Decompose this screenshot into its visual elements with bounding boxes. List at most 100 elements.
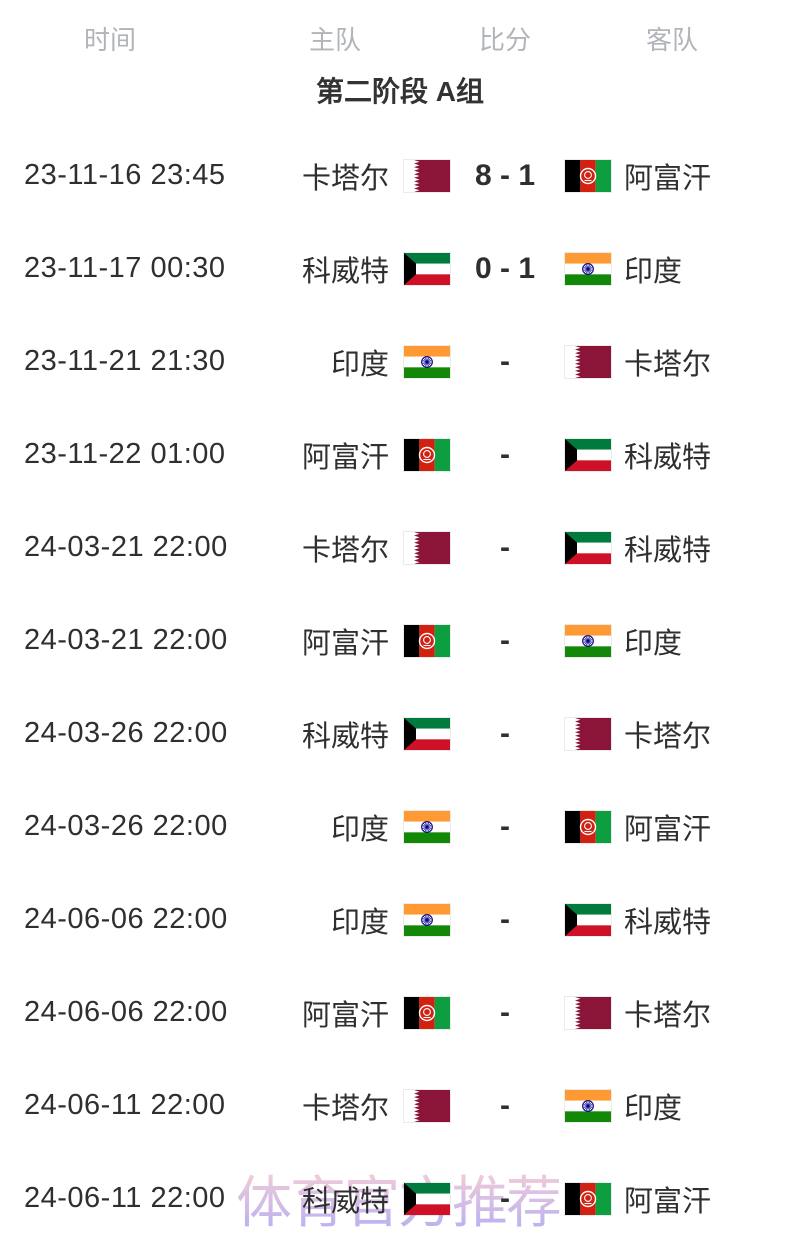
match-row[interactable]: 24-06-06 22:00 印度 - 科威特 xyxy=(0,873,800,966)
match-list: 23-11-16 23:45 卡塔尔 8 - 1 阿富汗 23-11-17 00… xyxy=(0,129,800,1233)
table-header: 时间 主队 比分 客队 xyxy=(0,20,800,56)
kuwait-flag-icon xyxy=(404,717,450,750)
match-row[interactable]: 24-06-06 22:00 阿富汗 - 卡塔尔 xyxy=(0,966,800,1059)
kuwait-flag-icon xyxy=(565,531,611,564)
home-team-name: 阿富汗 xyxy=(301,627,389,660)
away-team: 科威特 xyxy=(560,527,800,569)
home-team-name: 卡塔尔 xyxy=(301,162,389,195)
column-header-away: 客队 xyxy=(645,24,698,55)
away-team: 印度 xyxy=(560,620,800,662)
home-team-name: 阿富汗 xyxy=(301,441,389,474)
match-row[interactable]: 23-11-21 21:30 印度 - 卡塔尔 xyxy=(0,315,800,408)
home-team: 卡塔尔 xyxy=(220,527,450,569)
home-team: 卡塔尔 xyxy=(220,1085,450,1127)
india-flag-icon xyxy=(404,810,450,843)
qatar-flag-icon xyxy=(404,159,450,192)
qatar-flag-icon xyxy=(404,531,450,564)
match-time: 24-06-06 22:00 xyxy=(24,903,228,935)
away-team: 科威特 xyxy=(560,899,800,941)
away-team-name: 卡塔尔 xyxy=(624,999,712,1032)
match-time: 23-11-17 00:30 xyxy=(24,252,226,284)
match-score: - xyxy=(500,1181,510,1215)
kuwait-flag-icon xyxy=(565,903,611,936)
home-team: 科威特 xyxy=(220,248,450,290)
home-team-name: 卡塔尔 xyxy=(301,1092,389,1125)
match-score: - xyxy=(500,809,510,843)
match-row[interactable]: 24-03-21 22:00 阿富汗 - 印度 xyxy=(0,594,800,687)
column-header-time: 时间 xyxy=(83,24,136,55)
qatar-flag-icon xyxy=(565,345,611,378)
home-team: 阿富汗 xyxy=(220,620,450,662)
qatar-flag-icon xyxy=(404,1089,450,1122)
home-team: 科威特 xyxy=(220,713,450,755)
match-time: 24-06-11 22:00 xyxy=(24,1182,226,1214)
away-team: 科威特 xyxy=(560,434,800,476)
afghanistan-flag-icon xyxy=(565,1182,611,1215)
match-score: - xyxy=(500,902,510,936)
away-team-name: 科威特 xyxy=(624,906,712,939)
afghanistan-flag-icon xyxy=(565,159,611,192)
home-team: 印度 xyxy=(220,899,450,941)
home-team-name: 卡塔尔 xyxy=(301,534,389,567)
afghanistan-flag-icon xyxy=(565,810,611,843)
match-time: 24-06-06 22:00 xyxy=(24,996,228,1028)
away-team: 阿富汗 xyxy=(560,155,800,197)
away-team-name: 科威特 xyxy=(624,441,712,474)
match-time: 24-03-26 22:00 xyxy=(24,717,228,749)
match-row[interactable]: 23-11-22 01:00 阿富汗 - 科威特 xyxy=(0,408,800,501)
away-team-name: 卡塔尔 xyxy=(624,720,712,753)
qatar-flag-icon xyxy=(565,717,611,750)
column-header-score: 比分 xyxy=(478,24,531,55)
match-time: 24-03-26 22:00 xyxy=(24,810,228,842)
away-team-name: 印度 xyxy=(624,627,683,660)
match-score: - xyxy=(500,995,510,1029)
home-team-name: 科威特 xyxy=(301,255,389,288)
away-team-name: 科威特 xyxy=(624,534,712,567)
match-score: - xyxy=(500,623,510,657)
afghanistan-flag-icon xyxy=(404,438,450,471)
india-flag-icon xyxy=(404,903,450,936)
match-time: 23-11-22 01:00 xyxy=(24,438,226,470)
match-row[interactable]: 23-11-16 23:45 卡塔尔 8 - 1 阿富汗 xyxy=(0,129,800,222)
kuwait-flag-icon xyxy=(404,252,450,285)
match-time: 24-03-21 22:00 xyxy=(24,531,228,563)
home-team: 阿富汗 xyxy=(220,434,450,476)
match-score: - xyxy=(500,437,510,471)
kuwait-flag-icon xyxy=(404,1182,450,1215)
away-team-name: 阿富汗 xyxy=(624,1185,712,1218)
india-flag-icon xyxy=(565,624,611,657)
match-row[interactable]: 23-11-17 00:30 科威特 0 - 1 印度 xyxy=(0,222,800,315)
match-row[interactable]: 24-03-21 22:00 卡塔尔 - 科威特 xyxy=(0,501,800,594)
column-header-home: 主队 xyxy=(308,24,361,55)
match-score: - xyxy=(500,1088,510,1122)
home-team: 科威特 xyxy=(220,1178,450,1220)
away-team: 卡塔尔 xyxy=(560,713,800,755)
match-time: 23-11-21 21:30 xyxy=(24,345,226,377)
away-team-name: 印度 xyxy=(624,1092,683,1125)
india-flag-icon xyxy=(404,345,450,378)
home-team: 卡塔尔 xyxy=(220,155,450,197)
match-row[interactable]: 24-06-11 22:00 卡塔尔 - 印度 xyxy=(0,1059,800,1152)
away-team-name: 阿富汗 xyxy=(624,813,712,846)
home-team: 印度 xyxy=(220,806,450,848)
match-row[interactable]: 24-06-11 22:00 科威特 - 阿富汗 xyxy=(0,1152,800,1233)
india-flag-icon xyxy=(565,252,611,285)
india-flag-icon xyxy=(565,1089,611,1122)
home-team: 阿富汗 xyxy=(220,992,450,1034)
afghanistan-flag-icon xyxy=(404,996,450,1029)
home-team-name: 阿富汗 xyxy=(301,999,389,1032)
away-team: 卡塔尔 xyxy=(560,341,800,383)
away-team-name: 卡塔尔 xyxy=(624,348,712,381)
match-row[interactable]: 24-03-26 22:00 科威特 - 卡塔尔 xyxy=(0,687,800,780)
match-score: 8 - 1 xyxy=(474,158,536,192)
match-time: 24-03-21 22:00 xyxy=(24,624,228,656)
match-row[interactable]: 24-03-26 22:00 印度 - 阿富汗 xyxy=(0,780,800,873)
section-title: 第二阶段 A组 xyxy=(315,76,484,107)
home-team-name: 科威特 xyxy=(301,1185,389,1218)
kuwait-flag-icon xyxy=(565,438,611,471)
home-team-name: 印度 xyxy=(330,348,389,381)
away-team: 阿富汗 xyxy=(560,806,800,848)
home-team-name: 印度 xyxy=(330,906,389,939)
match-score: - xyxy=(500,344,510,378)
